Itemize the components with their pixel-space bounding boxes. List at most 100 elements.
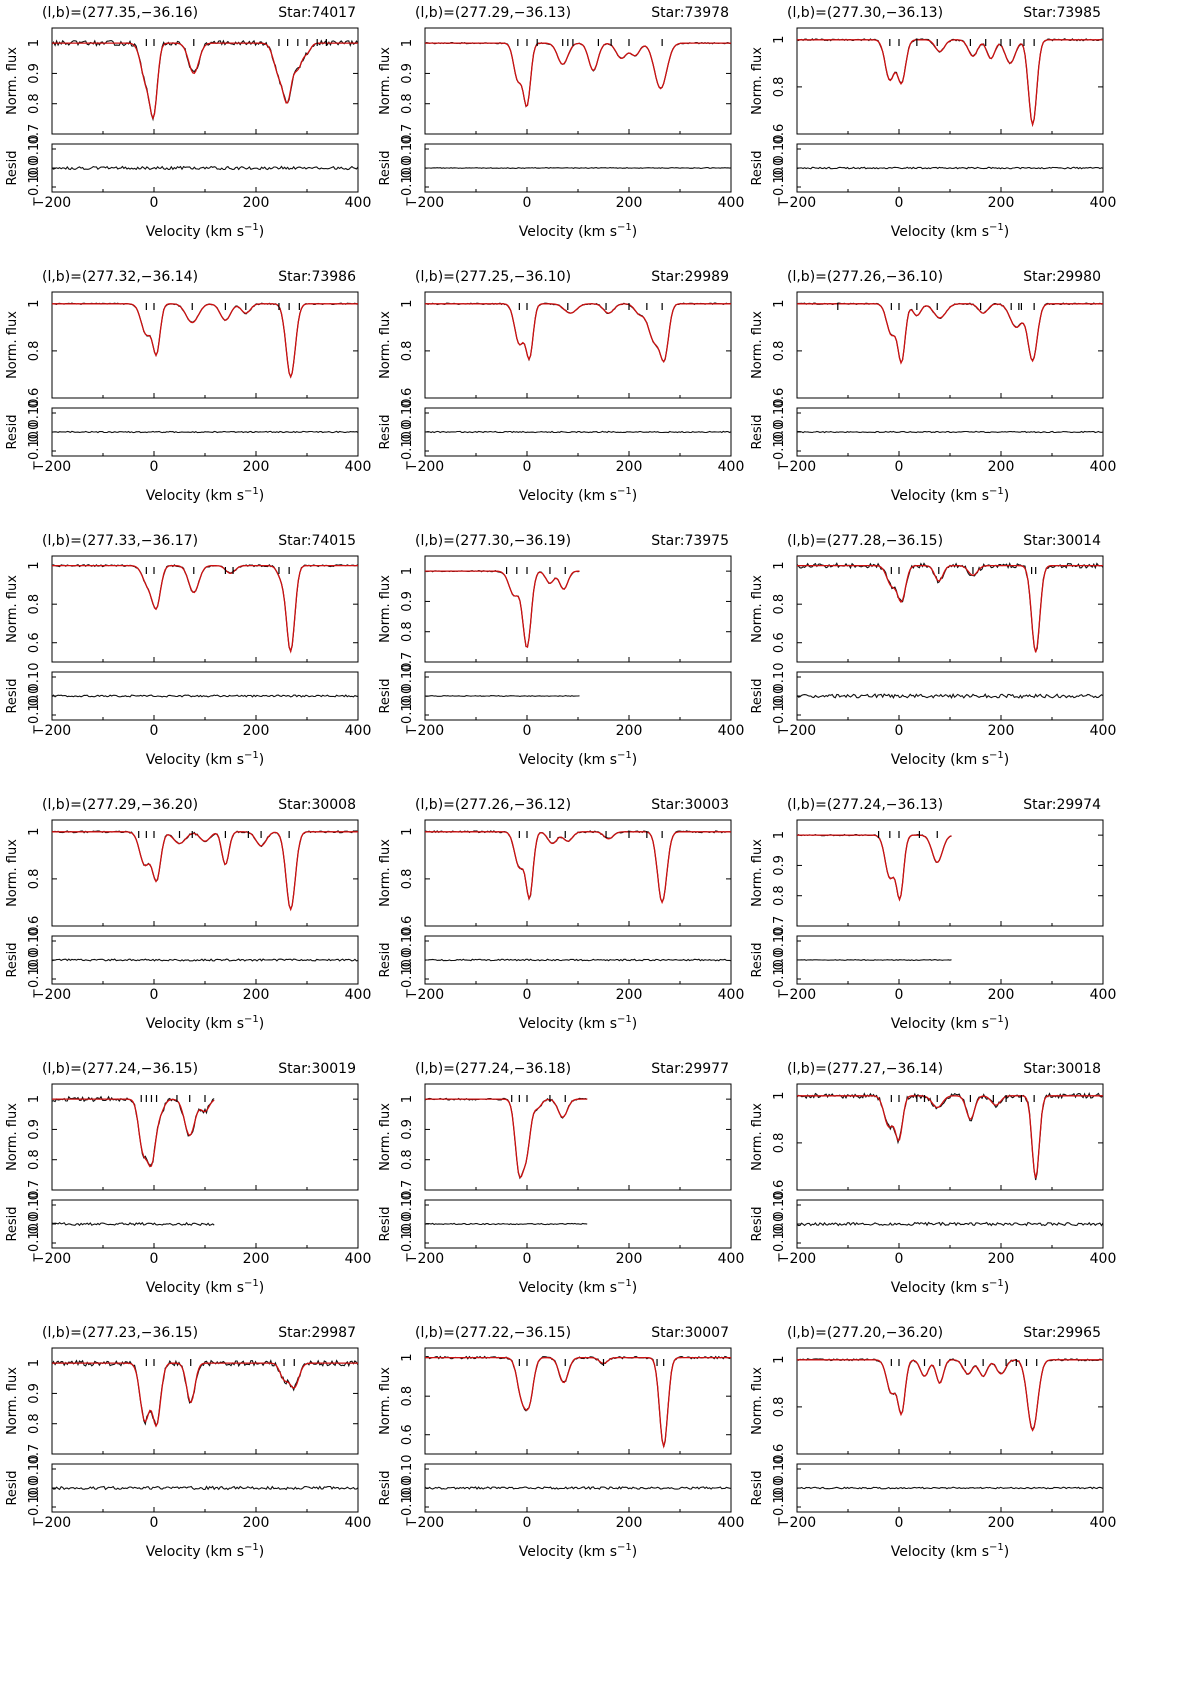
spectrum-panel: (l,b)=(277.24,−36.15) Star:30019 Norm. flu… <box>5 1061 371 1296</box>
resid-y-tick-label: 0.10 <box>772 927 787 956</box>
resid-y-tick-label: −0.10 <box>400 167 415 207</box>
flux-axes-frame <box>51 1347 359 1455</box>
resid-y-tick-label: −0.10 <box>400 1487 415 1527</box>
flux-y-tick-label: 0.8 <box>27 1149 42 1170</box>
resid-y-tick-label: −0.10 <box>772 167 787 207</box>
resid-axis-title: Resid <box>750 414 765 449</box>
x-axis-title-close: ) <box>632 488 637 504</box>
flux-y-tick-label: 1 <box>27 1359 42 1367</box>
x-tick-label: 400 <box>345 195 372 211</box>
residual-line <box>796 166 1104 170</box>
x-axis-title: Velocity (km s−1) <box>891 1278 1010 1296</box>
panel-coords: (l,b)=(277.25,−36.10) <box>415 269 571 285</box>
flux-axis-title: Norm. flux <box>750 1103 765 1171</box>
model-fit-line <box>797 1095 1103 1179</box>
x-axis-title: Velocity (km s−1) <box>146 486 265 504</box>
residual-line <box>797 430 1104 434</box>
panel-star-id: Star:74015 <box>278 533 356 549</box>
spectrum-panel: (l,b)=(277.29,−36.20) Star:30008 Norm. flu… <box>5 797 371 1032</box>
resid-axis-title: Resid <box>378 1206 393 1241</box>
resid-axis-title: Resid <box>750 942 765 977</box>
residual-line <box>424 430 732 434</box>
panel-star-id: Star:29980 <box>1023 269 1101 285</box>
x-tick-label: 200 <box>988 1251 1015 1267</box>
residual-line <box>424 958 732 962</box>
x-axis-title: Velocity (km s−1) <box>519 486 638 504</box>
x-tick-label: 0 <box>150 723 159 739</box>
panel-coords: (l,b)=(277.35,−36.16) <box>42 5 198 21</box>
x-axis-title-text: Velocity (km s <box>891 1016 989 1032</box>
x-axis-title-exponent: −1 <box>989 1278 1004 1289</box>
flux-y-tick-label: 0.8 <box>27 93 42 114</box>
x-axis-title: Velocity (km s−1) <box>519 222 638 240</box>
x-tick-label: 400 <box>345 1515 372 1531</box>
x-tick-label: 200 <box>616 987 643 1003</box>
resid-axis-title: Resid <box>750 1470 765 1505</box>
flux-axis-title: Norm. flux <box>5 1103 20 1171</box>
flux-axes-frame <box>796 555 1104 663</box>
resid-axis-title: Resid <box>5 414 20 449</box>
flux-y-tick-label: 0.8 <box>27 1413 42 1434</box>
flux-y-tick-label: 0.8 <box>27 594 42 615</box>
resid-y-tick-label: −0.10 <box>27 695 42 735</box>
x-axis-title-close: ) <box>259 1280 264 1296</box>
flux-y-tick-label: 1 <box>27 39 42 47</box>
x-axis-title-exponent: −1 <box>244 1542 259 1553</box>
observed-spectrum-line <box>425 1355 731 1447</box>
flux-y-tick-label: 0.8 <box>772 1133 787 1154</box>
x-tick-label: 200 <box>988 1515 1015 1531</box>
spectrum-panel: (l,b)=(277.20,−36.20) Star:29965 Norm. flu… <box>750 1325 1116 1560</box>
flux-axis-title: Norm. flux <box>5 839 20 907</box>
flux-y-tick-label: 0.8 <box>400 341 415 362</box>
spectrum-panel: (l,b)=(277.27,−36.14) Star:30018 Norm. flu… <box>750 1061 1116 1296</box>
x-tick-label: 400 <box>345 1251 372 1267</box>
resid-axis-title: Resid <box>750 1206 765 1241</box>
resid-y-tick-label: 0.10 <box>772 1191 787 1220</box>
residual-line <box>796 1221 1104 1227</box>
residual-line <box>424 695 580 697</box>
x-tick-label: 400 <box>345 987 372 1003</box>
x-tick-label: 0 <box>523 987 532 1003</box>
resid-y-tick-label: 0.0 <box>772 1214 787 1235</box>
panel-coords: (l,b)=(277.24,−36.13) <box>787 797 943 813</box>
x-axis-title-exponent: −1 <box>617 1542 632 1553</box>
flux-y-tick-label: 1 <box>772 831 787 839</box>
flux-y-tick-label: 0.9 <box>772 855 787 876</box>
x-tick-label: 400 <box>718 1515 745 1531</box>
resid-y-tick-label: 0.0 <box>772 158 787 179</box>
resid-y-tick-label: 0.10 <box>27 927 42 956</box>
flux-y-tick-label: 0.7 <box>27 124 42 145</box>
x-tick-label: −200 <box>778 1251 816 1267</box>
x-axis-title-close: ) <box>1004 1016 1009 1032</box>
x-tick-label: 200 <box>616 1251 643 1267</box>
x-axis-title-text: Velocity (km s <box>146 1544 244 1560</box>
x-tick-label: −200 <box>406 1515 444 1531</box>
flux-y-tick-label: 0.9 <box>27 63 42 84</box>
flux-y-tick-label: 0.6 <box>27 388 42 409</box>
x-tick-label: 200 <box>988 987 1015 1003</box>
x-tick-label: −200 <box>33 1515 71 1531</box>
resid-y-tick-label: 0.10 <box>772 135 787 164</box>
x-axis-title-close: ) <box>259 1544 264 1560</box>
x-axis-title-exponent: −1 <box>617 1278 632 1289</box>
flux-axes-frame <box>796 27 1104 135</box>
resid-y-tick-label: 0.0 <box>400 686 415 707</box>
residual-line <box>424 167 732 169</box>
flux-y-tick-label: 1 <box>27 561 42 569</box>
spectrum-panel: (l,b)=(277.30,−36.19) Star:73975 Norm. flu… <box>378 533 744 768</box>
resid-y-tick-label: −0.10 <box>27 167 42 207</box>
x-tick-label: −200 <box>406 987 444 1003</box>
x-axis-title-close: ) <box>1004 488 1009 504</box>
resid-y-tick-label: 0.0 <box>772 422 787 443</box>
x-tick-label: 200 <box>616 195 643 211</box>
panel-star-id: Star:30014 <box>1023 533 1101 549</box>
x-tick-label: 400 <box>1090 1251 1117 1267</box>
flux-y-tick-label: 0.6 <box>772 1444 787 1465</box>
x-tick-label: 0 <box>523 723 532 739</box>
x-axis-title-close: ) <box>632 224 637 240</box>
flux-axes-frame <box>51 819 359 927</box>
flux-y-tick-label: 0.8 <box>400 1386 415 1407</box>
x-tick-label: 200 <box>988 195 1015 211</box>
model-fit-line <box>52 1362 358 1428</box>
x-axis-title: Velocity (km s−1) <box>146 1014 265 1032</box>
